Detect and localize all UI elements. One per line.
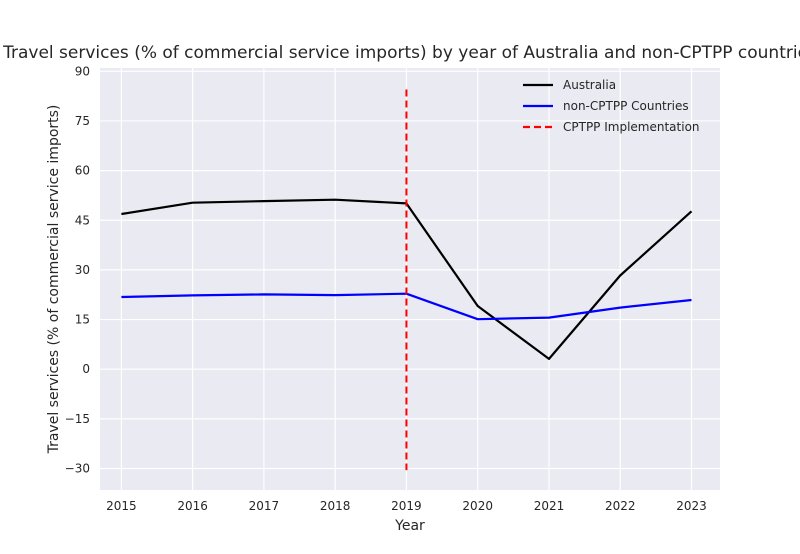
y-tick-label: 60 [75, 164, 90, 178]
x-tick-label: 2022 [605, 499, 636, 513]
x-tick-label: 2023 [676, 499, 707, 513]
chart-title: Travel services (% of commercial service… [2, 43, 800, 63]
x-tick-label: 2020 [462, 499, 493, 513]
y-tick-label: 30 [75, 263, 90, 277]
y-tick-label: 45 [75, 213, 90, 227]
y-tick-label: −15 [65, 412, 90, 426]
y-tick-label: 0 [82, 362, 90, 376]
y-tick-label: −30 [65, 461, 90, 475]
legend-label: non-CPTPP Countries [563, 99, 689, 113]
x-tick-label: 2015 [106, 499, 137, 513]
x-tick-label: 2018 [320, 499, 351, 513]
y-tick-label: 75 [75, 114, 90, 128]
y-tick-label: 90 [75, 64, 90, 78]
x-tick-label: 2016 [177, 499, 208, 513]
legend-label: Australia [563, 78, 616, 92]
x-tick-label: 2019 [391, 499, 422, 513]
x-axis-label: Year [394, 518, 425, 534]
y-axis-label: Travel services (% of commercial service… [46, 105, 62, 455]
legend-label: CPTPP Implementation [563, 120, 700, 134]
y-tick-label: 15 [75, 313, 90, 327]
x-tick-label: 2021 [534, 499, 565, 513]
x-tick-label: 2017 [249, 499, 280, 513]
